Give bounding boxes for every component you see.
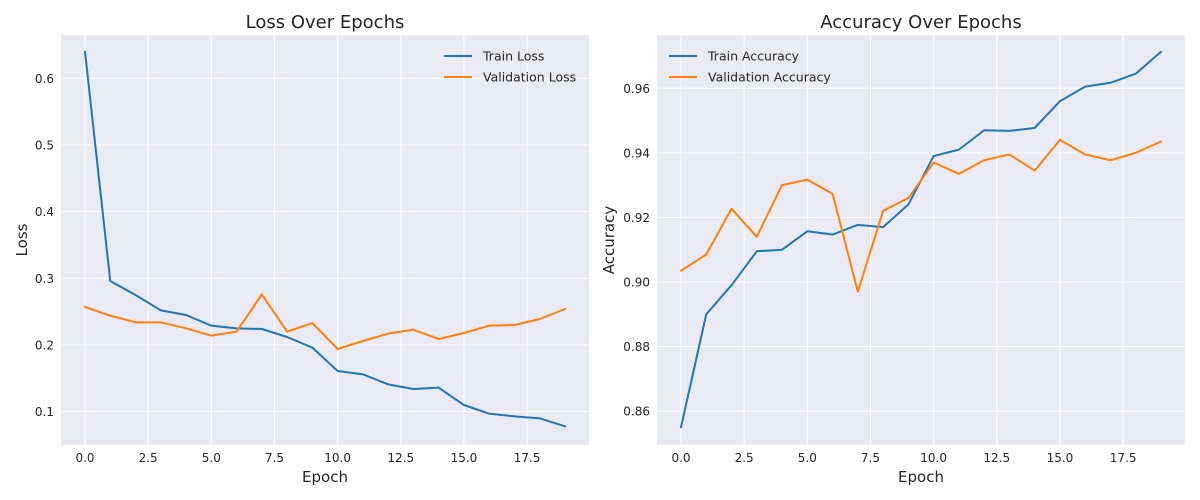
loss-y-tick-label: 0.4 [35, 205, 54, 219]
loss-x-tick-label: 10.0 [324, 451, 351, 465]
accuracy-chart-title: Accuracy Over Epochs [820, 12, 1021, 33]
loss-legend: Train Loss Validation Loss [444, 49, 576, 85]
accuracy-y-tick-label: 0.96 [623, 82, 650, 96]
accuracy-y-axis-label: Accuracy [600, 206, 618, 275]
loss-x-tick-label: 15.0 [451, 451, 478, 465]
accuracy-grid [657, 35, 1185, 445]
loss-tick-labels: 0.0 2.5 5.0 7.5 10.0 12.5 15.0 17.5 0.1 0.2 0.3 0.4… [35, 72, 541, 465]
accuracy-x-tick-label: 15.0 [1047, 451, 1074, 465]
accuracy-x-tick-label: 2.5 [735, 451, 754, 465]
legend-label-validation-loss: Validation Loss [483, 70, 576, 85]
loss-lines [84, 50, 566, 428]
loss-x-axis-label: Epoch [302, 468, 348, 486]
legend-label-train-loss: Train Loss [482, 49, 544, 64]
loss-x-tick-label: 5.0 [202, 451, 221, 465]
accuracy-x-axis-label: Epoch [898, 468, 944, 486]
loss-y-tick-label: 0.6 [35, 72, 54, 86]
loss-grid [61, 35, 589, 445]
accuracy-x-tick-label: 5.0 [798, 451, 817, 465]
loss-x-tick-label: 0.0 [75, 451, 94, 465]
legend-label-validation-accuracy: Validation Accuracy [708, 70, 831, 85]
loss-x-tick-label: 7.5 [265, 451, 284, 465]
loss-chart: 0.0 2.5 5.0 7.5 10.0 12.5 15.0 17.5 0.1 0.2 0.3 0.4… [13, 12, 589, 486]
accuracy-y-tick-label: 0.88 [623, 340, 650, 354]
accuracy-x-tick-label: 17.5 [1110, 451, 1137, 465]
accuracy-y-tick-label: 0.94 [623, 146, 650, 160]
accuracy-x-tick-label: 10.0 [920, 451, 947, 465]
accuracy-y-tick-label: 0.92 [623, 211, 650, 225]
loss-y-tick-label: 0.3 [35, 272, 54, 286]
series-line-validation-loss [84, 293, 566, 350]
accuracy-x-tick-label: 7.5 [861, 451, 880, 465]
series-line-validation-accuracy [680, 138, 1162, 293]
accuracy-x-tick-label: 0.0 [671, 451, 690, 465]
loss-y-tick-label: 0.1 [35, 405, 54, 419]
series-line-train-loss [84, 50, 566, 428]
accuracy-y-tick-label: 0.86 [623, 405, 650, 419]
accuracy-y-tick-label: 0.90 [623, 275, 650, 289]
accuracy-chart: 0.0 2.5 5.0 7.5 10.0 12.5 15.0 17.5 0.86 0.88 0.90… [600, 12, 1185, 486]
loss-y-tick-label: 0.5 [35, 139, 54, 153]
accuracy-tick-labels: 0.0 2.5 5.0 7.5 10.0 12.5 15.0 17.5 0.86 0.88 0.90… [623, 82, 1136, 465]
accuracy-x-tick-label: 12.5 [983, 451, 1010, 465]
loss-y-tick-label: 0.2 [35, 339, 54, 353]
legend-label-train-accuracy: Train Accuracy [707, 49, 800, 64]
accuracy-plot-area [657, 35, 1185, 445]
loss-chart-title: Loss Over Epochs [246, 12, 405, 33]
loss-x-tick-label: 2.5 [139, 451, 158, 465]
accuracy-lines [680, 50, 1162, 429]
loss-plot-area [61, 35, 589, 445]
loss-x-tick-label: 17.5 [514, 451, 541, 465]
accuracy-legend: Train Accuracy Validation Accuracy [669, 49, 831, 85]
loss-y-axis-label: Loss [13, 223, 31, 256]
loss-x-tick-label: 12.5 [387, 451, 414, 465]
